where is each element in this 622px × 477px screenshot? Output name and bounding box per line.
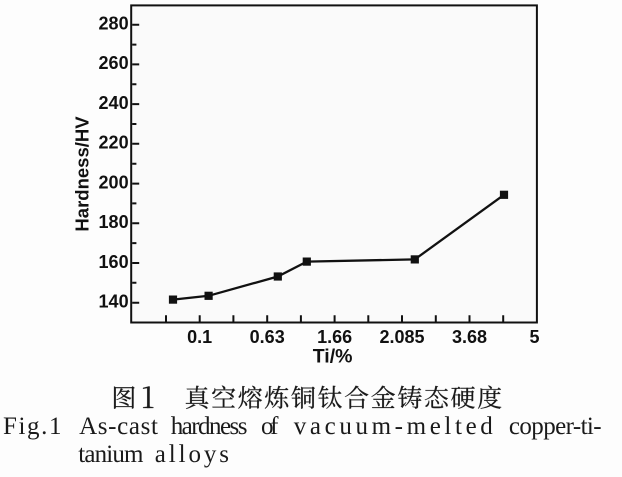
- svg-text:3.68: 3.68: [452, 327, 487, 347]
- svg-text:copper-ti-: copper-ti-: [509, 413, 602, 440]
- svg-text:0.63: 0.63: [250, 327, 285, 347]
- svg-text:tanium: tanium: [78, 441, 144, 468]
- svg-text:As-cast: As-cast: [79, 413, 158, 440]
- svg-text:2.085: 2.085: [379, 327, 424, 347]
- svg-text:of: of: [261, 413, 279, 440]
- svg-text:220: 220: [99, 133, 129, 153]
- svg-text:260: 260: [99, 53, 129, 73]
- svg-text:280: 280: [99, 14, 129, 34]
- svg-text:5: 5: [529, 327, 539, 347]
- svg-text:Ti/%: Ti/%: [313, 345, 353, 367]
- svg-text:hardness: hardness: [171, 413, 248, 440]
- svg-text:160: 160: [99, 252, 129, 272]
- svg-text:200: 200: [99, 172, 129, 192]
- svg-text:240: 240: [99, 93, 129, 113]
- svg-text:Fig.1: Fig.1: [3, 413, 62, 440]
- svg-text:Hardness/HV: Hardness/HV: [71, 116, 92, 232]
- svg-text:0.1: 0.1: [187, 327, 212, 347]
- svg-text:140: 140: [99, 292, 129, 312]
- svg-text:180: 180: [99, 212, 129, 232]
- svg-text:1.66: 1.66: [317, 327, 352, 347]
